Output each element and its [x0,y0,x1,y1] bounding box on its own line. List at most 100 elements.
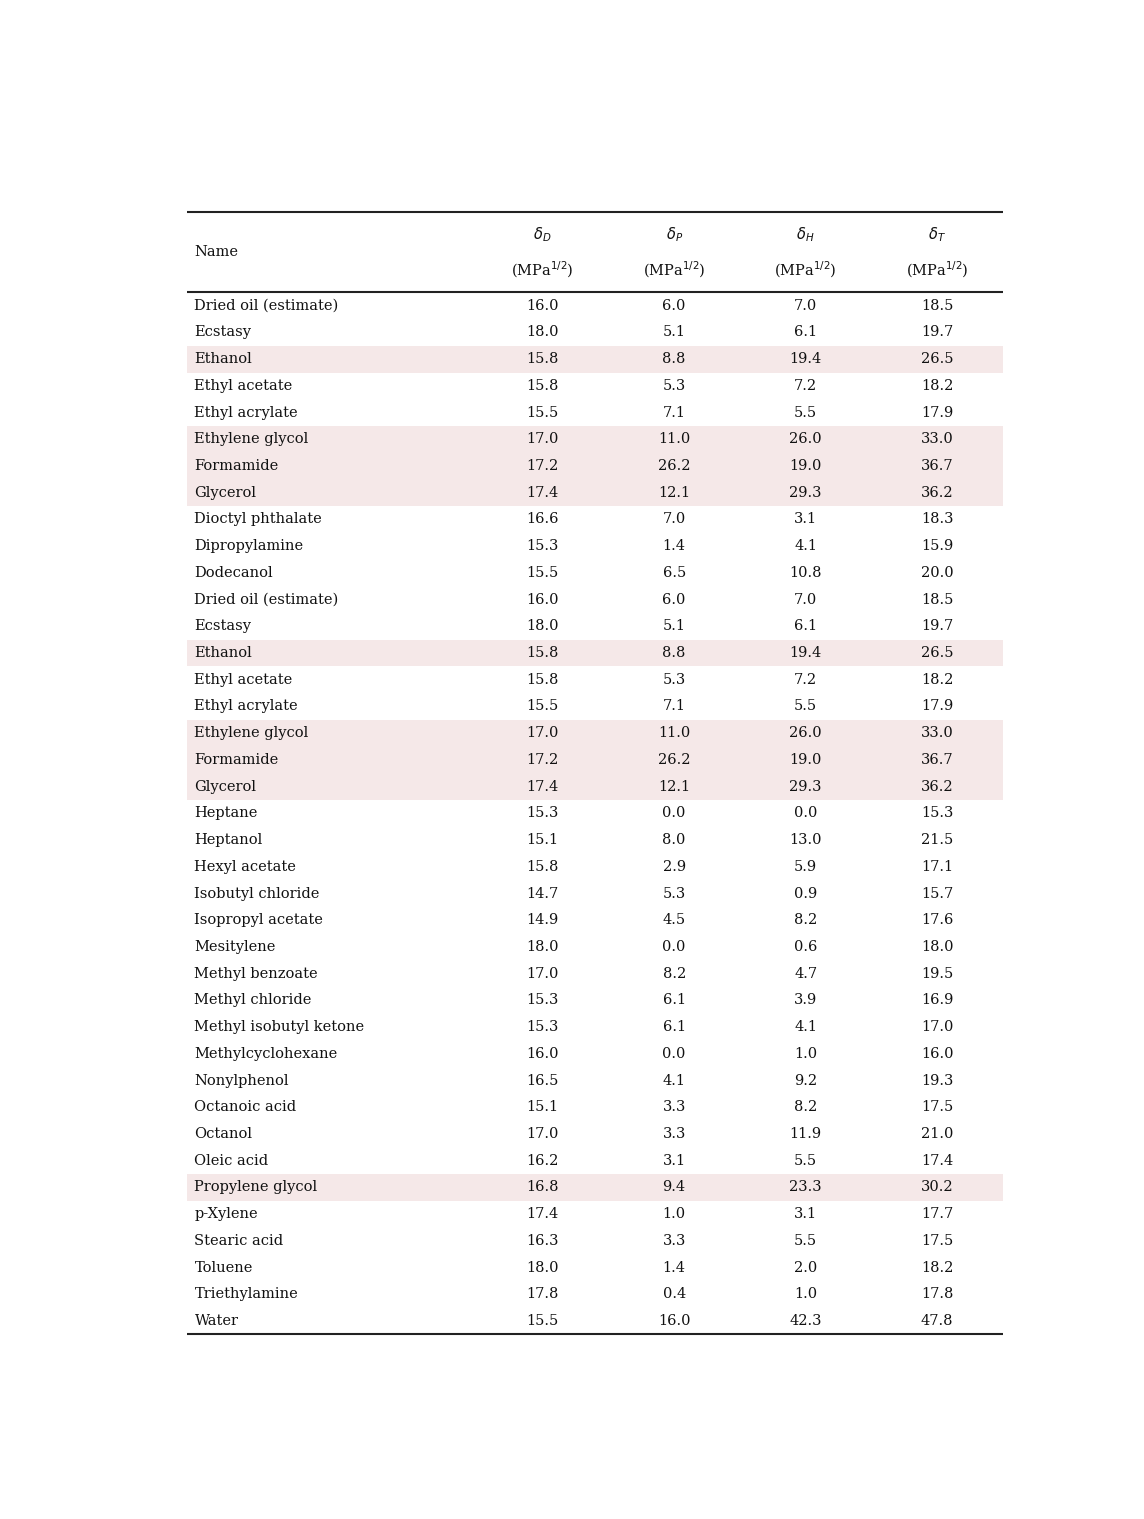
Text: 16.9: 16.9 [921,993,953,1007]
Text: 15.8: 15.8 [526,646,559,661]
Text: 21.0: 21.0 [921,1127,953,1141]
Text: 15.9: 15.9 [921,539,953,553]
Text: 1.4: 1.4 [662,1261,685,1274]
Text: 19.4: 19.4 [789,352,821,366]
Text: Stearic acid: Stearic acid [194,1233,284,1247]
Text: 19.0: 19.0 [789,753,821,767]
Text: Oleic acid: Oleic acid [194,1154,269,1168]
Text: (MPa$^{1/2}$): (MPa$^{1/2}$) [511,260,574,279]
Text: 1.0: 1.0 [662,1208,685,1221]
Text: 17.4: 17.4 [526,486,558,500]
Text: $\delta$$_T$: $\delta$$_T$ [928,225,946,243]
Text: 6.5: 6.5 [662,567,685,580]
Text: 4.1: 4.1 [794,1021,817,1034]
Text: 26.0: 26.0 [789,433,823,447]
Text: Dioctyl phthalate: Dioctyl phthalate [194,512,323,527]
Text: 18.0: 18.0 [526,620,559,633]
Text: 4.5: 4.5 [662,913,685,927]
Text: 16.0: 16.0 [658,1314,691,1328]
Text: 0.0: 0.0 [662,807,686,820]
Text: 5.5: 5.5 [794,1233,817,1247]
Text: 33.0: 33.0 [921,726,954,740]
Text: 5.3: 5.3 [662,378,685,393]
Text: Octanoic acid: Octanoic acid [194,1100,296,1115]
Text: Ethanol: Ethanol [194,646,252,661]
Text: 16.0: 16.0 [526,1047,559,1060]
Text: 19.7: 19.7 [921,620,953,633]
Text: Ethanol: Ethanol [194,352,252,366]
Text: 16.2: 16.2 [526,1154,559,1168]
Text: 11.0: 11.0 [658,726,690,740]
Text: 17.2: 17.2 [526,753,558,767]
Text: 15.7: 15.7 [921,887,953,901]
Text: 15.3: 15.3 [526,807,559,820]
Text: Ecstasy: Ecstasy [194,620,252,633]
Text: p-Xylene: p-Xylene [194,1208,259,1221]
Text: 5.1: 5.1 [662,325,685,339]
Text: Methyl chloride: Methyl chloride [194,993,312,1007]
Text: 13.0: 13.0 [789,832,821,848]
Text: 16.0: 16.0 [526,592,559,606]
Text: 15.1: 15.1 [526,832,558,848]
Text: 26.5: 26.5 [921,646,953,661]
Text: 11.9: 11.9 [789,1127,821,1141]
Text: Formamide: Formamide [194,753,279,767]
Text: Isopropyl acetate: Isopropyl acetate [194,913,324,927]
Text: 4.7: 4.7 [794,966,817,981]
Text: 15.3: 15.3 [526,1021,559,1034]
Text: 18.5: 18.5 [921,299,953,313]
Text: 2.9: 2.9 [662,860,685,873]
Text: 3.1: 3.1 [794,512,817,527]
Text: 14.7: 14.7 [526,887,558,901]
Text: 10.8: 10.8 [789,567,821,580]
Text: Propylene glycol: Propylene glycol [194,1180,318,1194]
Text: Methylcyclohexane: Methylcyclohexane [194,1047,337,1060]
Bar [188,453,1003,480]
Text: 15.5: 15.5 [526,1314,558,1328]
Text: 0.0: 0.0 [794,807,818,820]
Text: 8.8: 8.8 [662,646,686,661]
Text: 7.2: 7.2 [794,378,817,393]
Text: 20.0: 20.0 [921,567,954,580]
Text: 19.4: 19.4 [789,646,821,661]
Text: 29.3: 29.3 [789,779,821,793]
Text: 17.2: 17.2 [526,459,558,472]
Text: 16.0: 16.0 [526,299,559,313]
Text: Glycerol: Glycerol [194,486,256,500]
Text: $\delta$$_H$: $\delta$$_H$ [796,225,815,243]
Text: 8.0: 8.0 [662,832,686,848]
Text: Heptanol: Heptanol [194,832,263,848]
Bar [188,720,1003,746]
Text: 33.0: 33.0 [921,433,954,447]
Text: 16.8: 16.8 [526,1180,559,1194]
Text: 17.0: 17.0 [526,726,559,740]
Text: 3.1: 3.1 [662,1154,685,1168]
Text: Name: Name [194,245,238,258]
Text: 30.2: 30.2 [921,1180,954,1194]
Text: 17.5: 17.5 [921,1233,953,1247]
Text: 8.8: 8.8 [662,352,686,366]
Text: 3.3: 3.3 [662,1100,686,1115]
Text: (MPa$^{1/2}$): (MPa$^{1/2}$) [643,260,706,279]
Text: 0.4: 0.4 [662,1287,685,1302]
Text: 15.8: 15.8 [526,378,559,393]
Text: 6.0: 6.0 [662,592,686,606]
Text: 4.1: 4.1 [662,1074,685,1088]
Text: 36.7: 36.7 [921,459,954,472]
Text: 0.0: 0.0 [662,940,686,954]
Text: 5.5: 5.5 [794,406,817,419]
Text: 19.3: 19.3 [921,1074,953,1088]
Text: 18.0: 18.0 [921,940,953,954]
Text: 19.0: 19.0 [789,459,821,472]
Text: $\delta$$_D$: $\delta$$_D$ [533,225,551,243]
Text: 18.2: 18.2 [921,378,953,393]
Text: 15.5: 15.5 [526,699,558,714]
Text: 5.3: 5.3 [662,887,685,901]
Text: 7.2: 7.2 [794,673,817,687]
Text: 1.0: 1.0 [794,1047,817,1060]
Text: 19.5: 19.5 [921,966,953,981]
Text: 15.3: 15.3 [921,807,953,820]
Text: 3.9: 3.9 [794,993,817,1007]
Text: 36.2: 36.2 [921,486,954,500]
Text: 5.5: 5.5 [794,699,817,714]
